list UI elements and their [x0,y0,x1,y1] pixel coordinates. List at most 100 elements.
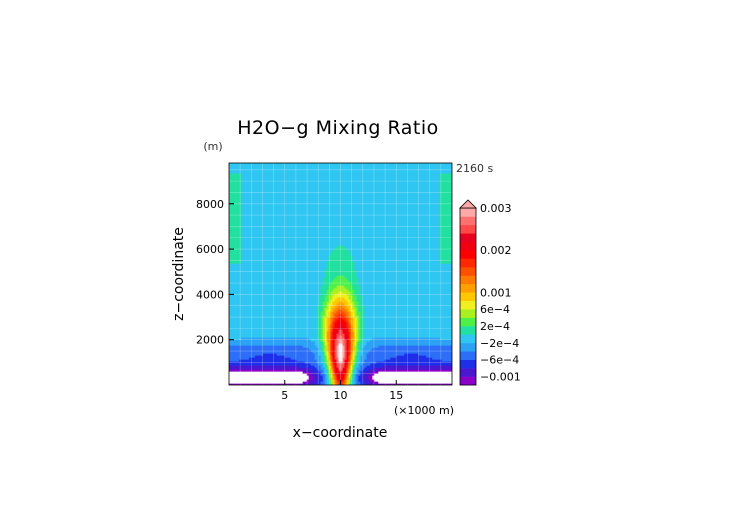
field-cell [440,351,443,354]
field-cell [300,383,304,385]
field-cell [302,357,306,360]
field-cell [420,353,423,356]
field-cell [446,357,449,360]
field-cell [332,357,336,360]
field-cell [242,359,246,362]
field-cell [408,359,411,362]
field-cell [302,383,306,385]
field-cell [388,379,391,382]
field-cell [260,375,264,378]
field-cell [234,363,238,366]
field-cell [294,365,298,368]
field-cell [444,377,447,380]
field-cell [390,353,393,356]
field-cell [354,365,358,368]
field-cell [378,361,381,364]
field-cell [316,381,320,384]
field-cell [408,365,411,368]
field-cell [396,377,399,380]
field-cell [288,365,292,368]
field-cell [370,369,373,372]
field-cell [386,361,389,364]
field-cell [332,351,336,354]
field-cell [372,379,375,382]
field-cell [448,367,451,370]
field-cell [248,383,252,385]
field-cell [338,371,342,374]
field-cell [280,375,284,378]
field-cell [410,379,413,382]
field-cell [364,381,367,384]
field-cell [432,375,435,378]
field-cell [380,361,383,364]
field-cell [300,359,304,362]
field-cell [236,349,240,352]
field-cell [336,355,340,358]
field-cell [326,369,330,372]
field-cell [250,375,254,378]
field-cell [278,351,282,354]
field-cell [248,379,252,382]
field-cell [276,379,280,382]
field-cell [294,363,298,366]
field-cell [406,381,409,384]
field-cell [262,365,266,368]
field-cell [320,359,324,362]
field-cell [352,359,356,362]
field-cell [314,373,318,376]
field-cell [232,365,236,368]
field-cell [418,383,421,385]
field-cell [240,367,244,370]
field-cell [264,355,268,358]
field-cell [402,373,405,376]
field-cell [316,365,320,368]
field-cell [234,351,238,354]
field-cell [420,355,423,358]
field-cell [236,367,240,370]
field-cell [380,375,383,378]
field-cell [438,371,441,374]
field-cell [352,357,356,360]
field-cell [408,371,411,374]
field-cell [414,369,417,372]
field-cell [448,357,451,360]
field-cell [254,377,258,380]
field-cell [254,355,258,358]
field-cell [324,369,328,372]
field-cell [248,371,252,374]
field-cell [302,381,306,384]
field-cell [400,365,403,368]
field-cell [356,377,360,380]
field-cell [278,367,282,370]
field-cell [278,365,282,368]
field-cell [366,363,369,366]
field-cell [426,371,429,374]
field-cell [368,379,371,382]
field-cell [400,359,403,362]
field-cell [362,363,365,366]
field-cell [432,383,435,385]
field-cell [324,373,328,376]
field-cell [372,365,375,368]
field-cell [398,369,401,372]
field-cell [344,367,348,370]
field-cell [392,361,395,364]
field-cell [350,371,354,374]
field-cell [392,375,395,378]
field-cell [328,383,332,385]
field-cell [334,365,338,368]
field-cell [234,357,238,360]
field-cell [268,369,272,372]
field-cell [354,381,358,384]
field-cell [392,357,395,360]
field-cell [392,381,395,384]
field-cell [428,359,431,362]
field-cell [404,371,407,374]
field-cell [428,355,431,358]
field-cell [302,361,306,364]
field-cell [376,357,379,360]
field-cell [390,363,393,366]
field-cell [360,357,364,360]
field-cell [442,359,445,362]
field-cell [242,373,246,376]
